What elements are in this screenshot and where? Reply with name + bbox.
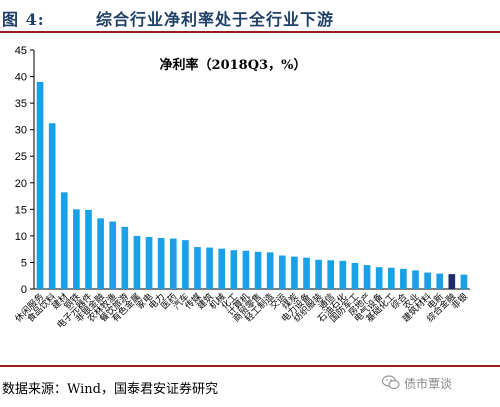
watermark-text: 债市覃谈 — [404, 377, 453, 391]
figure-header: 图 4: 综合行业净利率处于全行业下游 — [0, 0, 500, 34]
y-axis: 0 5 10 15 20 25 30 35 40 45 — [15, 45, 470, 296]
bar — [387, 267, 395, 289]
bar-highlighted — [448, 274, 456, 289]
bar — [157, 238, 165, 289]
bar — [460, 274, 468, 289]
bar — [73, 209, 80, 289]
bar — [133, 235, 141, 289]
x-axis-labels: 休闲服务食品饮料建材钢铁电子元器件非银金融农林牧渔餐饮旅游有色金属家电电力医药汽… — [12, 291, 470, 331]
y-tick-label: 0 — [21, 284, 27, 296]
y-tick-label: 45 — [15, 45, 27, 57]
bar — [97, 218, 104, 289]
bar — [375, 267, 383, 289]
bar — [48, 123, 56, 289]
chart-title: 净利率（2018Q3，%） — [160, 57, 307, 73]
y-tick-label: 35 — [15, 98, 27, 110]
bar — [169, 238, 177, 289]
footer-divider — [0, 365, 500, 367]
y-tick-label: 20 — [15, 178, 27, 190]
bar — [266, 252, 274, 289]
bar — [36, 81, 44, 289]
wechat-icon — [382, 375, 400, 390]
chart-area: 0 5 10 15 20 25 30 35 40 45 休闲服务 食品饮料 建材 钢铁 电子元器件 非银金融… — [0, 36, 500, 366]
data-source: 数据来源：Wind，国泰君安证券研究 — [2, 382, 218, 397]
bar — [412, 270, 419, 289]
bar — [400, 268, 407, 289]
y-tick-label: 15 — [15, 204, 27, 216]
watermark: 债市覃谈 — [382, 372, 494, 396]
bar — [315, 259, 322, 289]
bar — [339, 260, 347, 289]
bar — [145, 236, 153, 289]
bar — [182, 240, 189, 289]
bar — [206, 247, 213, 289]
bar — [109, 221, 117, 289]
y-tick-label: 30 — [15, 125, 27, 137]
bar — [85, 209, 92, 289]
y-tick-label: 40 — [15, 72, 27, 84]
y-tick-label: 5 — [21, 257, 27, 269]
figure-label: 图 4: — [2, 10, 45, 29]
bar — [254, 251, 262, 289]
bar — [363, 265, 371, 289]
bar — [291, 256, 298, 289]
bar — [351, 262, 359, 289]
bar — [303, 257, 310, 289]
bar — [194, 247, 201, 289]
bar — [424, 272, 431, 289]
bar — [230, 250, 238, 289]
bar — [278, 255, 286, 289]
bar — [242, 250, 250, 289]
bar — [60, 192, 68, 289]
bars-group — [36, 81, 468, 289]
bar-chart: 0 5 10 15 20 25 30 35 40 45 休闲服务食品饮料建材钢铁电子元器件非银金融… — [12, 45, 470, 331]
bar — [121, 226, 129, 289]
header-divider — [0, 31, 500, 33]
y-tick-label: 25 — [15, 151, 27, 163]
bar — [218, 248, 226, 289]
bar — [436, 273, 444, 289]
figure-title: 综合行业净利率处于全行业下游 — [96, 10, 335, 29]
bar — [327, 260, 335, 289]
y-tick-label: 10 — [15, 231, 27, 243]
